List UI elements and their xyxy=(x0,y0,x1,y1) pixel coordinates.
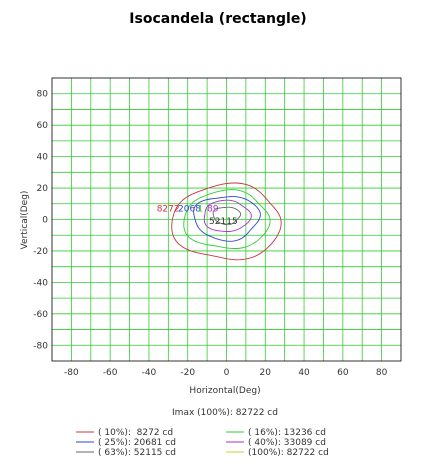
contour-line xyxy=(171,182,282,261)
x-tick-label: -80 xyxy=(64,368,79,378)
legend-entry: ( 63%): 52115 cd xyxy=(98,448,176,458)
x-tick-label: -40 xyxy=(142,368,157,378)
y-tick-label: -60 xyxy=(33,310,48,320)
legend-entry: ( 16%): 13236 cd xyxy=(248,428,326,438)
y-tick-label: -20 xyxy=(33,247,48,257)
x-tick-label: 20 xyxy=(260,368,272,378)
contour-value-label: 52115 xyxy=(209,217,238,227)
contours xyxy=(171,182,282,261)
tick-labels: -80 -60 -40 -20 0 20 40 60 80 80 60 40 20 0 -20 -40 -60 -… xyxy=(33,90,387,378)
legend-entry: ( 10%): 8272 cd xyxy=(98,428,173,438)
y-tick-label: 80 xyxy=(37,90,49,100)
legend-entry: ( 25%): 20681 cd xyxy=(98,438,176,448)
x-tick-label: -20 xyxy=(180,368,195,378)
y-tick-label: -40 xyxy=(33,278,48,288)
y-tick-label: 60 xyxy=(37,121,49,131)
x-tick-label: 60 xyxy=(337,368,349,378)
y-axis-label: Vertical(Deg) xyxy=(20,191,30,250)
y-tick-label: 40 xyxy=(37,153,49,163)
chart-title: Isocandela (rectangle) xyxy=(129,11,306,27)
x-tick-label: -60 xyxy=(103,368,118,378)
contour-value-label: 2068 xyxy=(178,205,201,215)
contour-value-label: 89 xyxy=(207,205,219,215)
y-tick-label: 20 xyxy=(37,184,49,194)
legend-entry: (100%): 82722 cd xyxy=(248,448,329,458)
legend-entry: ( 40%): 33089 cd xyxy=(248,438,326,448)
y-tick-label: 0 xyxy=(42,216,48,226)
imax-label: Imax (100%): 82722 cd xyxy=(172,408,278,418)
contour-line xyxy=(183,189,271,249)
x-axis-label: Horizontal(Deg) xyxy=(189,386,260,396)
contour-line xyxy=(203,199,252,232)
x-tick-label: 80 xyxy=(376,368,388,378)
x-tick-label: 40 xyxy=(298,368,310,378)
contour-line xyxy=(212,206,242,226)
plot-frame xyxy=(51,77,402,362)
y-tick-label: -80 xyxy=(33,341,48,351)
contour-value-label: 8272 xyxy=(157,205,180,215)
contour-line xyxy=(193,196,261,242)
grid xyxy=(52,78,401,361)
legend: ( 10%): 8272 cd ( 16%): 13236 cd ( 25%): 2… xyxy=(76,428,329,458)
contour-value-label: 1 xyxy=(197,205,203,215)
x-tick-label: 0 xyxy=(224,368,230,378)
